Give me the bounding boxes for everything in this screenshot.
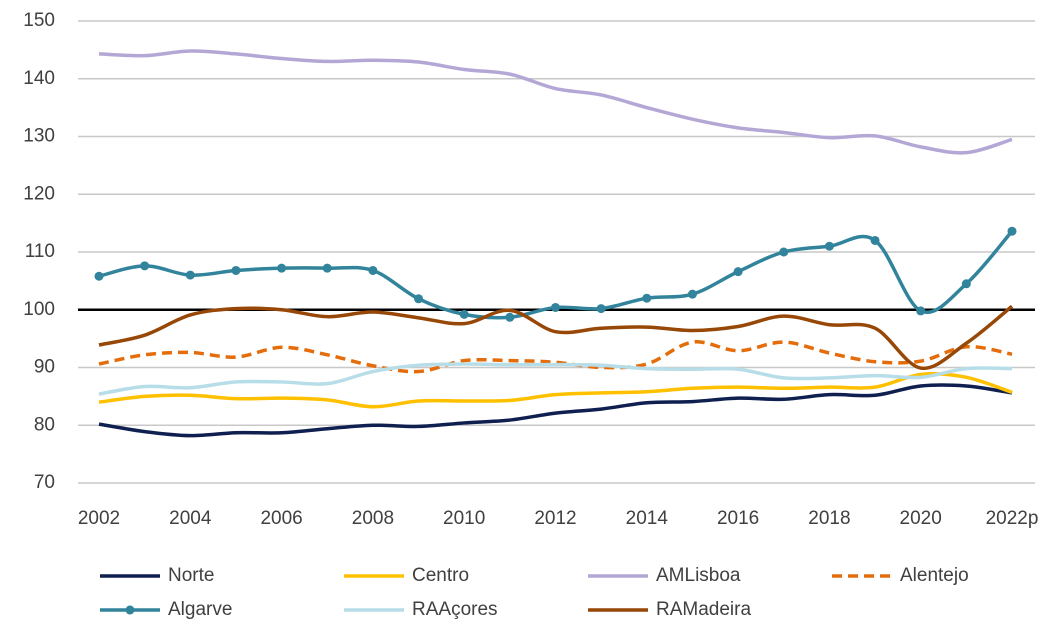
legend-label: RAMadeira [656, 599, 751, 620]
series-marker [277, 263, 287, 273]
series-marker [94, 271, 104, 281]
y-tick-label: 90 [34, 357, 55, 378]
series-marker [596, 304, 606, 314]
series-line [98, 49, 1013, 155]
legend-label: Algarve [168, 599, 232, 620]
series-marker [368, 265, 378, 275]
x-tick-label: 2018 [808, 508, 850, 529]
series-line [98, 340, 1013, 374]
x-tick-label: 2022p [986, 508, 1039, 529]
y-tick-label: 120 [23, 183, 55, 204]
series-marker [459, 309, 469, 319]
y-tick-label: 110 [25, 241, 55, 262]
y-tick-label: 80 [34, 414, 55, 435]
x-tick-label: 2014 [626, 508, 669, 529]
x-tick-label: 2008 [352, 508, 394, 529]
x-tick-label: 2020 [900, 508, 942, 529]
series-marker [1007, 226, 1017, 236]
series-marker [870, 235, 880, 245]
x-tick-label: 2010 [443, 508, 485, 529]
x-tick-label: 2012 [534, 508, 576, 529]
y-tick-label: 150 [23, 10, 55, 31]
series-marker [733, 267, 743, 277]
y-tick-label: 100 [23, 299, 55, 320]
legend-label: Centro [412, 565, 469, 586]
series-line [98, 362, 1013, 396]
series-marker [505, 312, 515, 322]
x-tick-label: 2004 [169, 508, 212, 529]
y-tick-label: 70 [34, 472, 55, 493]
legend-marker [125, 605, 135, 615]
series-marker [414, 294, 424, 304]
series-marker [140, 261, 150, 271]
series-marker [322, 263, 332, 273]
series-marker [824, 241, 834, 251]
series-marker [231, 265, 241, 275]
series-marker [961, 279, 971, 289]
x-tick-label: 2016 [717, 508, 759, 529]
legend-label: RAAçores [412, 599, 498, 620]
y-tick-label: 130 [23, 126, 55, 147]
series-line [98, 304, 1014, 370]
series-marker [642, 293, 652, 303]
x-tick-label: 2002 [78, 508, 120, 529]
series-line [98, 372, 1013, 409]
series-marker [779, 247, 789, 257]
series-marker [185, 270, 195, 280]
x-tick-label: 2006 [260, 508, 302, 529]
legend-label: Norte [168, 565, 214, 586]
series-marker [687, 289, 697, 299]
series-marker [916, 306, 926, 316]
y-tick-label: 140 [23, 68, 55, 89]
series-line [98, 383, 1013, 438]
legend-label: Alentejo [900, 565, 969, 586]
legend-label: AMLisboa [656, 565, 741, 586]
series-marker [551, 302, 560, 312]
